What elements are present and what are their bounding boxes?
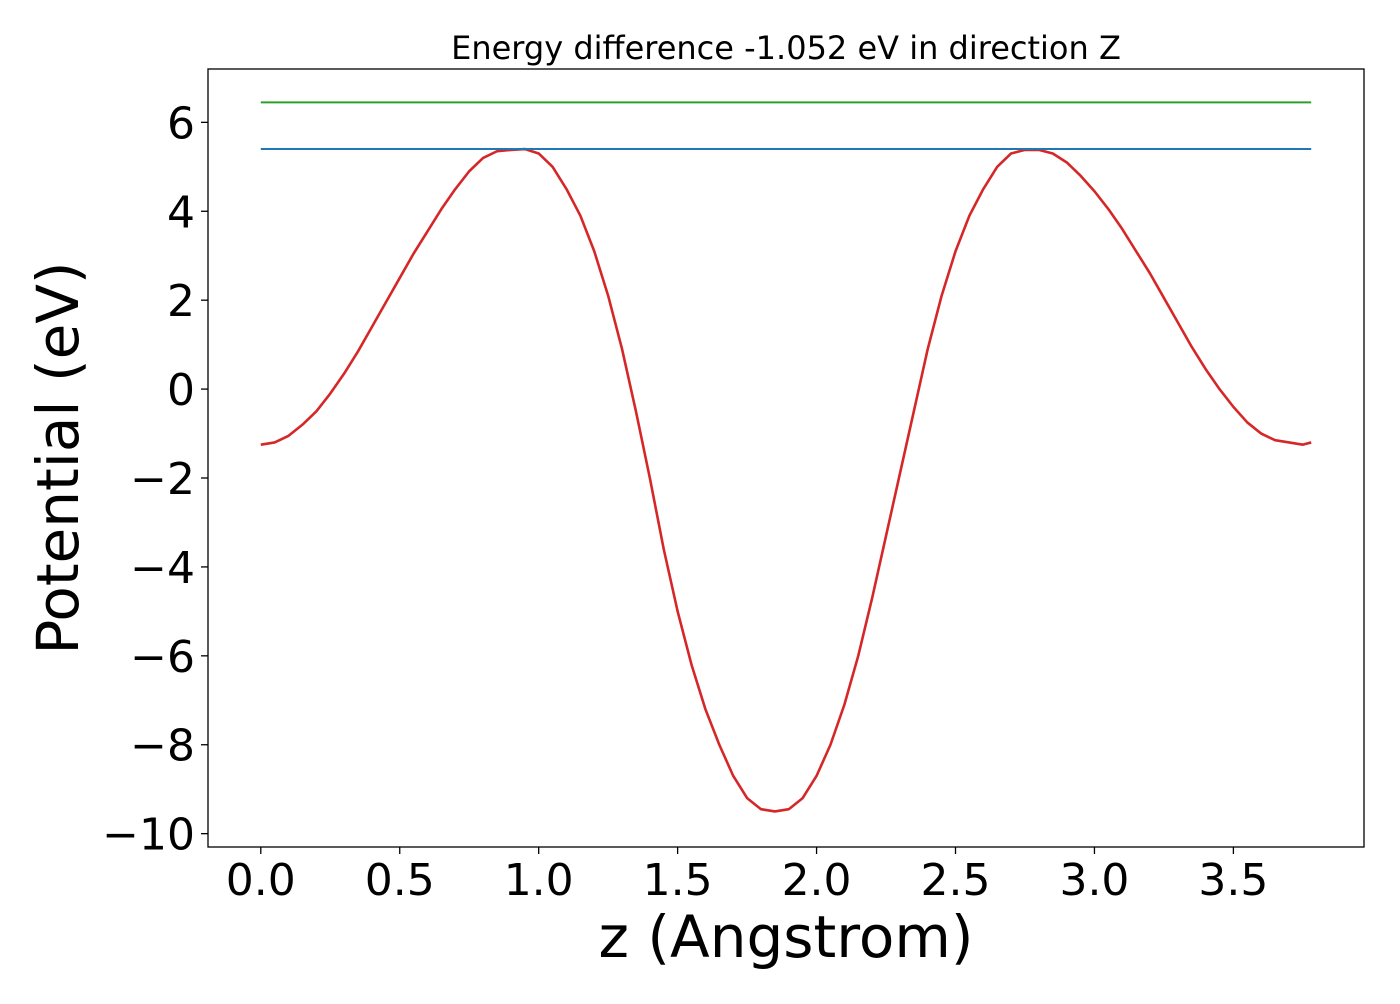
x-tick-label: 1.0: [504, 855, 574, 906]
series-layer: [260, 101, 1312, 813]
x-tick-label: 2.0: [782, 855, 852, 906]
y-tick-label: 4: [167, 187, 195, 238]
y-tick-label: −10: [102, 810, 195, 861]
series-line-0: [260, 147, 1312, 813]
y-tick-label: −2: [130, 454, 195, 505]
y-axis-label: Potential (eV): [24, 261, 92, 654]
y-tick-label: 6: [167, 98, 195, 149]
y-tick-label: 0: [167, 365, 195, 416]
x-axis-ticks: 0.0 0.5 1.0 1.5 2.0 2.5 3.0 3.5: [226, 847, 1268, 906]
plot-area-frame: [207, 68, 1365, 848]
x-tick-label: 3.5: [1198, 855, 1268, 906]
x-tick-label: 3.0: [1059, 855, 1129, 906]
x-tick-label: 2.5: [921, 855, 991, 906]
y-tick-label: −8: [130, 721, 195, 772]
y-tick-label: −4: [130, 543, 195, 594]
x-axis-label: z (Angstrom): [599, 903, 974, 971]
x-tick-label: 1.5: [643, 855, 713, 906]
y-tick-label: 2: [167, 276, 195, 327]
chart-title: Energy difference -1.052 eV in direction…: [451, 29, 1121, 67]
y-tick-label: −6: [130, 632, 195, 683]
x-tick-label: 0.5: [365, 855, 435, 906]
y-axis-ticks: −10 −8 −6 −4 −2 0 2 4 6: [102, 98, 208, 861]
x-tick-label: 0.0: [226, 855, 296, 906]
